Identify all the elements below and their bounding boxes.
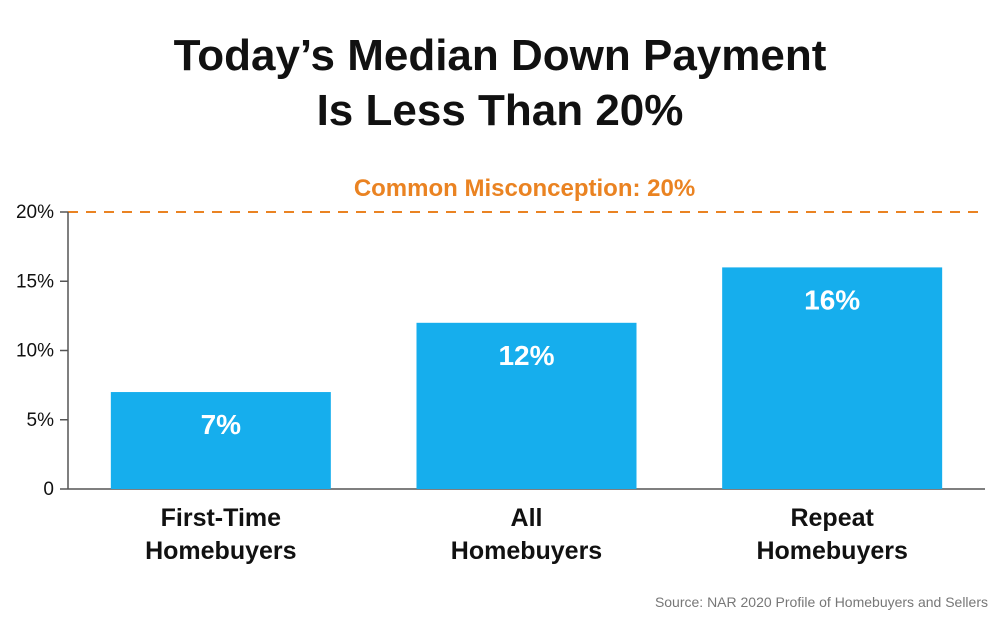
bar bbox=[416, 322, 637, 489]
title-line-1: Today’s Median Down Payment bbox=[174, 31, 827, 80]
x-tick-label: Homebuyers bbox=[451, 537, 602, 565]
bar-data-label: 16% bbox=[804, 284, 860, 315]
reference-line-group: Common Misconception: 20% bbox=[68, 175, 985, 213]
chart-title: Today’s Median Down Payment Is Less Than … bbox=[174, 31, 827, 135]
bar-data-label: 12% bbox=[498, 340, 554, 371]
bar bbox=[110, 392, 331, 489]
x-tick-label: Homebuyers bbox=[756, 537, 907, 565]
x-tick-label: Repeat bbox=[790, 504, 874, 532]
y-tick-label: 5% bbox=[27, 410, 55, 431]
category-labels: First-Time Homebuyers All Homebuyers Repeat H… bbox=[145, 504, 908, 565]
bar-data-label: 7% bbox=[201, 409, 242, 440]
reference-line-label: Common Misconception: 20% bbox=[354, 175, 695, 202]
x-tick-label: First-Time bbox=[161, 504, 281, 532]
bar bbox=[722, 267, 943, 489]
bars: 7% 12% 16% bbox=[110, 267, 943, 489]
y-tick-label: 10% bbox=[16, 341, 54, 362]
y-tick-label: 20% bbox=[16, 202, 54, 223]
x-tick-label: Homebuyers bbox=[145, 537, 296, 565]
y-tick-label: 0 bbox=[43, 479, 54, 500]
title-line-2: Is Less Than 20% bbox=[317, 86, 684, 135]
source-note: Source: NAR 2020 Profile of Homebuyers a… bbox=[655, 594, 988, 610]
y-tick-label: 15% bbox=[16, 271, 54, 292]
x-tick-label: All bbox=[511, 504, 543, 532]
